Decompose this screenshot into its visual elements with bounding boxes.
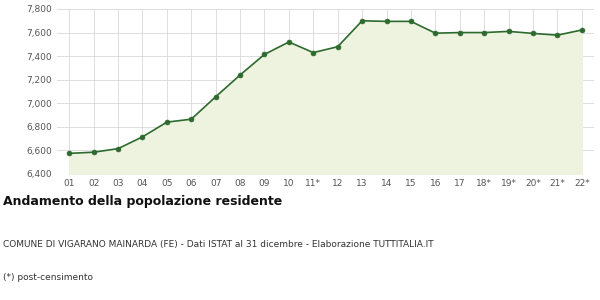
Text: Andamento della popolazione residente: Andamento della popolazione residente	[3, 195, 282, 208]
Text: COMUNE DI VIGARANO MAINARDA (FE) - Dati ISTAT al 31 dicembre - Elaborazione TUTT: COMUNE DI VIGARANO MAINARDA (FE) - Dati …	[3, 240, 434, 249]
Text: (*) post-censimento: (*) post-censimento	[3, 273, 93, 282]
